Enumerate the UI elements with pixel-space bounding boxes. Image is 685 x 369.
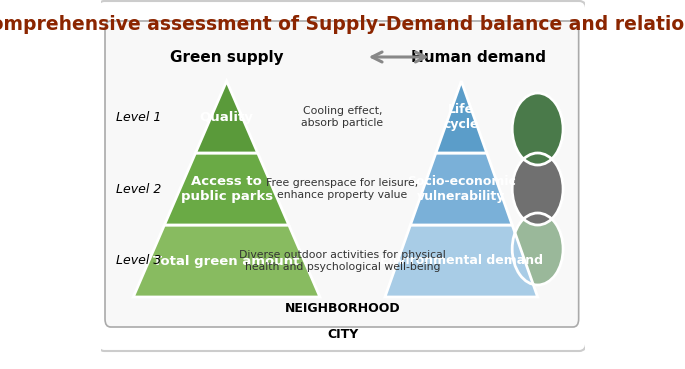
Text: CITY: CITY bbox=[327, 328, 358, 341]
Polygon shape bbox=[410, 153, 512, 225]
Text: Green supply: Green supply bbox=[170, 49, 284, 65]
Text: Level 3: Level 3 bbox=[116, 255, 162, 268]
Text: Comprehensive assessment of Supply-Demand balance and relations: Comprehensive assessment of Supply-Deman… bbox=[0, 14, 685, 34]
FancyBboxPatch shape bbox=[97, 1, 586, 351]
FancyBboxPatch shape bbox=[105, 21, 579, 327]
Polygon shape bbox=[385, 225, 538, 297]
Text: Level 1: Level 1 bbox=[116, 110, 162, 124]
Circle shape bbox=[512, 153, 563, 225]
Text: Socio-economic
vulnerability: Socio-economic vulnerability bbox=[407, 175, 516, 203]
Text: Cooling effect,
absorb particle: Cooling effect, absorb particle bbox=[301, 106, 384, 128]
Polygon shape bbox=[195, 81, 258, 153]
Text: Human demand: Human demand bbox=[412, 49, 547, 65]
Text: Diverse outdoor activities for physical
health and psychological well-being: Diverse outdoor activities for physical … bbox=[239, 250, 446, 272]
Text: Total green amount: Total green amount bbox=[153, 255, 300, 268]
Text: NEIGHBORHOOD: NEIGHBORHOOD bbox=[285, 303, 400, 315]
Polygon shape bbox=[436, 81, 487, 153]
Polygon shape bbox=[164, 153, 289, 225]
Text: Access to
public parks: Access to public parks bbox=[181, 175, 273, 203]
Text: Level 2: Level 2 bbox=[116, 183, 162, 196]
Text: Free greenspace for leisure,
enhance property value: Free greenspace for leisure, enhance pro… bbox=[266, 178, 419, 200]
Text: Quality: Quality bbox=[199, 110, 253, 124]
Circle shape bbox=[512, 213, 563, 285]
Text: Life
cycle: Life cycle bbox=[444, 103, 479, 131]
Text: Environmental demand: Environmental demand bbox=[379, 255, 543, 268]
Circle shape bbox=[512, 93, 563, 165]
Polygon shape bbox=[134, 225, 320, 297]
